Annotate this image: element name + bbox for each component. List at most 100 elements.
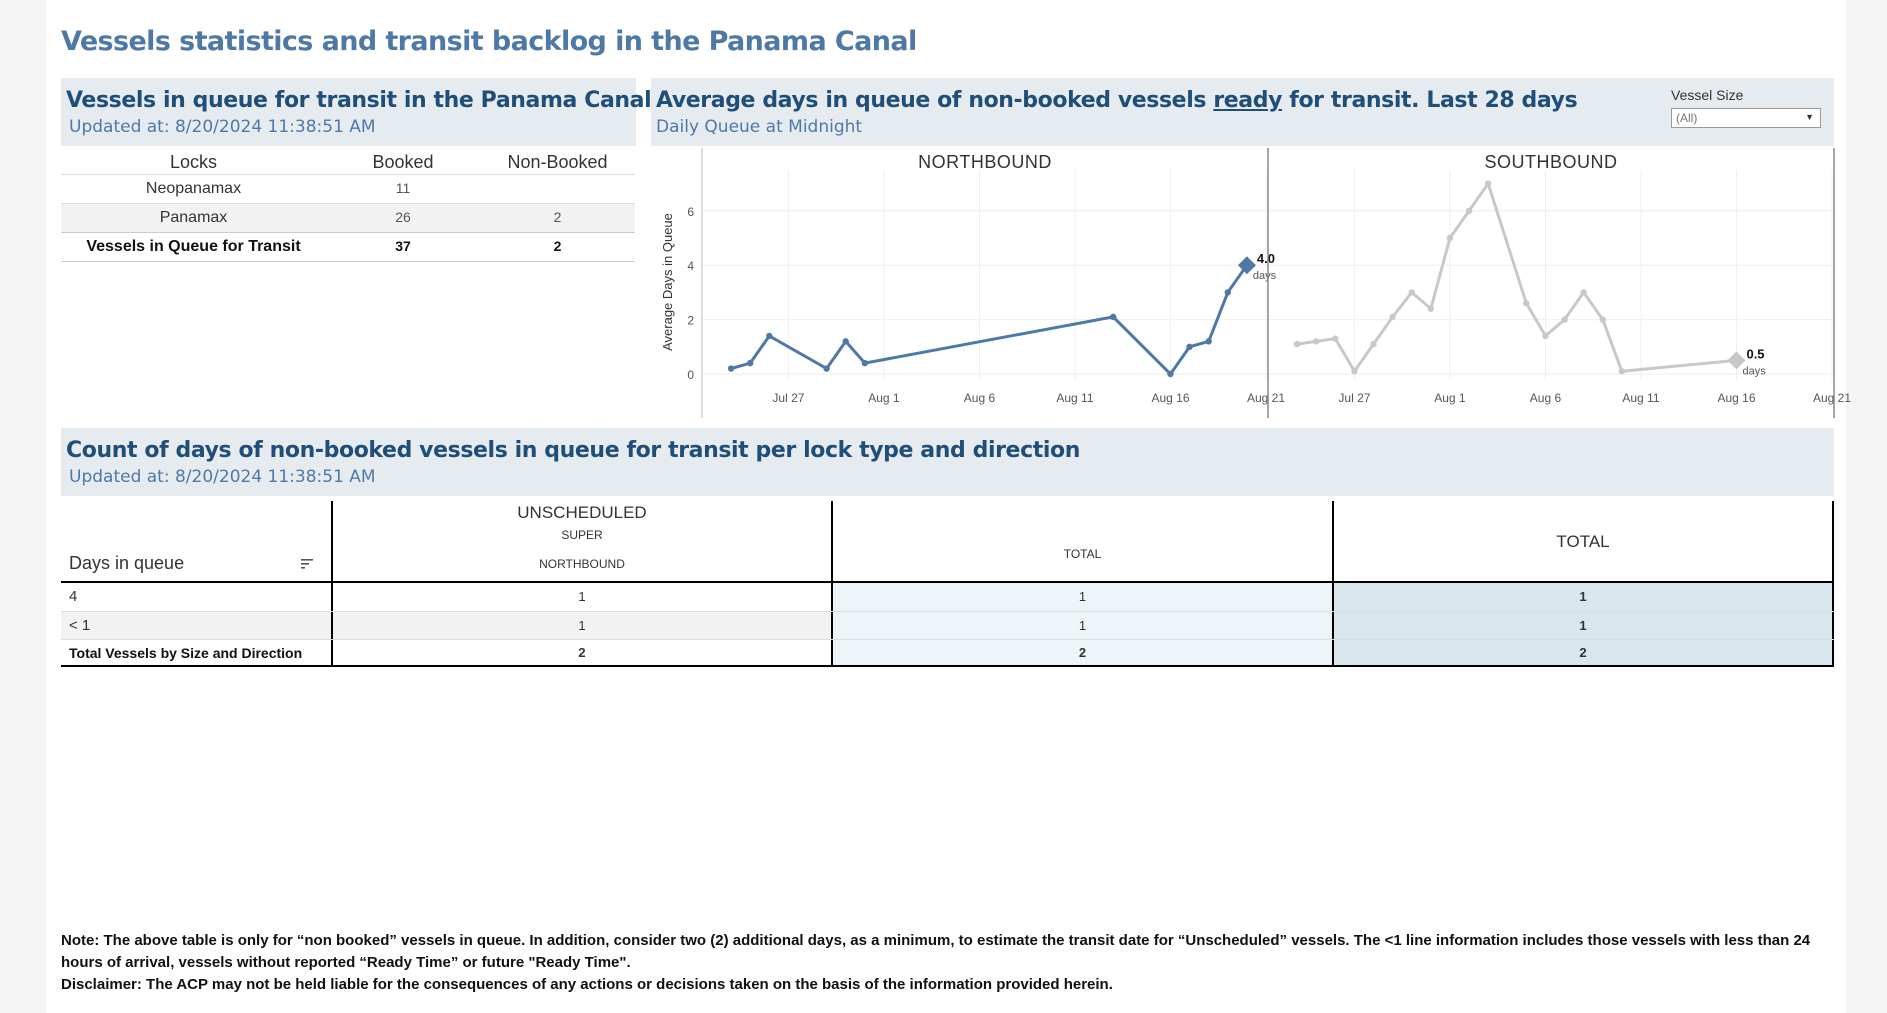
x-tick-label: Aug 11 [1056, 391, 1093, 405]
series-line-northbound [730, 264, 1249, 377]
row-label: < 1 [69, 617, 91, 634]
unsch-total-value: 2 [1078, 645, 1087, 660]
series-point [842, 338, 849, 345]
row-shade [333, 612, 831, 640]
lock-name: Neopanamax [145, 180, 242, 197]
x-tick-label: Aug 11 [1622, 391, 1659, 405]
series-point [1293, 340, 1301, 348]
vessel-size-label: Vessel Size [1671, 87, 1744, 103]
series-end-marker [1237, 256, 1256, 275]
table-row: Neopanamax 11 [61, 174, 635, 203]
series-point [1370, 340, 1377, 348]
end-value-label: 4.0 [1257, 251, 1275, 266]
booked-count: 11 [395, 180, 411, 196]
series-point [823, 365, 830, 372]
count-panel-updated: Updated at: 8/20/2024 11:38:51 AM [69, 467, 376, 487]
row-shade [61, 612, 331, 640]
series-point [1484, 180, 1492, 187]
table-row-total: Vessels in Queue for Transit 37 2 [61, 232, 635, 262]
lock-name: Panamax [159, 209, 228, 226]
x-tick-label: Aug 16 [1717, 391, 1755, 405]
series-point [1465, 207, 1473, 214]
right-margin [1846, 0, 1887, 1013]
header-border-left [331, 501, 333, 667]
table-bottom-border [61, 665, 1834, 667]
count-panel-header: Count of days of non-booked vessels in q… [61, 428, 1834, 496]
booked-count: 37 [395, 238, 411, 254]
end-unit-label: days [1742, 365, 1766, 377]
unsch-total-value: 1 [1078, 618, 1087, 633]
queue-col-locks: Locks [169, 152, 218, 172]
avg-title-pre: Average days in queue of non-booked vess… [656, 88, 1214, 113]
series-point [1167, 370, 1174, 378]
series-point [1580, 289, 1587, 296]
avg-panel-title: Average days in queue of non-booked vess… [656, 88, 1578, 113]
series-point [1313, 338, 1320, 345]
total-value: 1 [1579, 589, 1587, 604]
series-point [1408, 289, 1415, 296]
left-margin [0, 0, 46, 1013]
table-row-total: Total Vessels by Size and Direction 2 2 … [61, 639, 1834, 666]
y-tick-label: 2 [687, 314, 694, 328]
avg-days-chart: Average Days in Queue 0 2 4 6 Jul 27 Aug 1 Aug … [660, 148, 1851, 418]
series-point [727, 365, 735, 372]
note-line: Note: The above table is only for “non b… [61, 932, 1811, 971]
y-axis-label: Average Days in Queue [660, 213, 675, 351]
super-nb-value: 1 [578, 589, 586, 604]
disclaimer-line: Disclaimer: The ACP may not be held liab… [61, 976, 1113, 993]
row-label: 4 [69, 588, 78, 605]
series-point [1599, 316, 1606, 323]
header-border-total [1332, 501, 1334, 667]
series-point [1186, 343, 1193, 350]
header-border-mid [831, 501, 833, 667]
note-text: Note: The above table is only for “non b… [61, 930, 1836, 996]
series-point [1446, 234, 1454, 242]
nonbooked-count: 2 [553, 238, 562, 254]
series-point [1542, 332, 1549, 340]
avg-panel-subtitle: Daily Queue at Midnight [656, 117, 863, 137]
booked-count: 26 [395, 209, 411, 225]
series-point [1523, 300, 1530, 307]
series-line-southbound [1296, 180, 1737, 375]
total-column-bg [1334, 583, 1832, 665]
unsch-total-value: 1 [1078, 589, 1087, 604]
row-label: Total Vessels by Size and Direction [69, 645, 303, 661]
series-point [1109, 313, 1117, 321]
series-point [1427, 305, 1435, 312]
sort-icon[interactable] [301, 558, 313, 570]
x-tick-label: Aug 1 [868, 391, 900, 405]
vessel-size-select[interactable]: (All) ▼ [1671, 108, 1821, 128]
x-tick-label: Aug 6 [1530, 391, 1562, 405]
queue-panel-title: Vessels in queue for transit in the Pana… [66, 88, 652, 113]
table-row: 4 1 1 1 [61, 583, 1834, 611]
series-end-marker [1727, 351, 1746, 370]
x-tick-label: Jul 27 [772, 391, 804, 405]
northbound-label: NORTHBOUND [539, 557, 625, 571]
y-tick-label: 0 [687, 368, 694, 382]
x-tick-label: Aug 21 [1247, 391, 1285, 405]
series-point [861, 359, 869, 367]
queue-panel-updated: Updated at: 8/20/2024 11:38:51 AM [69, 117, 376, 137]
end-value-label: 0.5 [1746, 346, 1764, 361]
series-point [1332, 335, 1339, 342]
panel-header-northbound: NORTHBOUND [918, 152, 1052, 172]
avg-title-post: for transit. Last 28 days [1282, 88, 1578, 113]
header-underline [61, 581, 1834, 583]
series-point [1618, 368, 1626, 375]
nonbooked-count: 2 [553, 209, 562, 225]
count-panel-title: Count of days of non-booked vessels in q… [66, 438, 1080, 463]
group-header-unscheduled: UNSCHEDULED [517, 503, 647, 522]
y-tick-label: 6 [687, 205, 694, 219]
days-in-queue-header: Days in queue [69, 553, 185, 573]
super-nb-value: 1 [578, 618, 586, 633]
avg-panel-header: Average days in queue of non-booked vess… [651, 78, 1834, 146]
series-point [766, 332, 773, 340]
queue-col-nonbooked: Non-Booked [507, 152, 608, 172]
super-label: SUPER [561, 528, 603, 542]
total-value: 2 [1579, 645, 1587, 660]
total-label: TOTAL [1556, 532, 1610, 551]
super-nb-value: 2 [578, 645, 586, 660]
series-point [747, 359, 754, 367]
queue-panel-header: Vessels in queue for transit in the Pana… [61, 78, 652, 146]
page-title: Vessels statistics and transit backlog i… [61, 26, 917, 57]
